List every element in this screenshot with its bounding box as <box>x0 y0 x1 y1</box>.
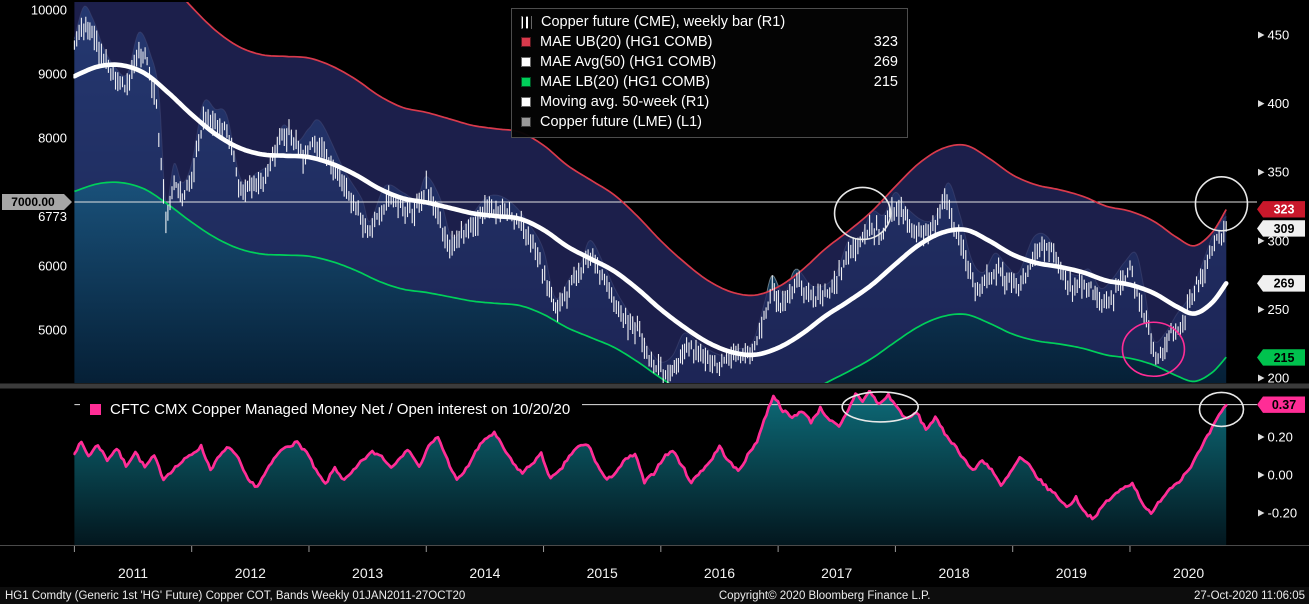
x-axis-year-label: 2016 <box>704 565 735 581</box>
lower-panel-legend: CFTC CMX Copper Managed Money Net / Open… <box>80 395 583 424</box>
mae-upper-line <box>185 2 1227 297</box>
annotation-ellipse <box>833 186 892 241</box>
annotation-ellipse <box>841 391 919 423</box>
axis-tick-label: 323 <box>1274 203 1295 217</box>
legend-value: 269 <box>873 54 898 70</box>
axis-tick-label: 6773 <box>38 209 67 224</box>
main-plot[interactable] <box>73 0 1257 414</box>
series-swatch-white <box>521 97 531 107</box>
footer-copyright: Copyright© 2020 Bloomberg Finance L.P. <box>718 589 931 602</box>
x-axis-year-label: 2020 <box>1173 565 1204 581</box>
axis-tick-label: 0.37 <box>1272 398 1296 412</box>
axis-tick-label: 200 <box>1268 371 1290 386</box>
axis-tick-label: 0.20 <box>1268 429 1293 444</box>
axis-tick-label: 450 <box>1268 28 1290 43</box>
last-value-badge <box>1257 275 1305 292</box>
legend-item-mae-ub[interactable]: MAE UB(20) (HG1 COMB) 323 <box>521 32 898 52</box>
legend-value: 323 <box>873 34 898 50</box>
axis-tick-label: 250 <box>1268 302 1290 317</box>
tick-arrow-icon <box>1258 471 1265 479</box>
x-axis-year-label: 2019 <box>1056 565 1087 581</box>
x-axis-year-label: 2015 <box>587 565 618 581</box>
axis-tick-label: 300 <box>1268 233 1290 248</box>
last-value-badge <box>1257 220 1305 237</box>
axis-tick-label: 7000.00 <box>11 195 55 209</box>
cftc-series-swatch <box>90 404 101 415</box>
annotation-ellipse <box>1194 175 1249 232</box>
mae-band-fill <box>74 2 1227 383</box>
legend-label: MAE LB(20) (HG1 COMB) <box>540 74 710 90</box>
legend-item-copper-cme[interactable]: Copper future (CME), weekly bar (R1) <box>521 12 898 32</box>
series-swatch-white <box>521 57 531 67</box>
axis-tick-label: 400 <box>1268 96 1290 111</box>
x-axis-year-label: 2017 <box>821 565 852 581</box>
weekly-bar-icon <box>521 15 532 29</box>
series-swatch-red <box>521 37 531 47</box>
footer-security-info: HG1 Comdty (Generic 1st 'HG' Future) Cop… <box>5 589 466 602</box>
legend-item-copper-lme[interactable]: Copper future (LME) (L1) <box>521 112 898 132</box>
legend-value: 215 <box>873 74 898 90</box>
legend-item-ma50[interactable]: Moving avg. 50-week (R1) <box>521 92 898 112</box>
tick-arrow-icon <box>1258 305 1265 313</box>
legend-label: Moving avg. 50-week (R1) <box>540 94 710 110</box>
x-axis-year-label: 2018 <box>938 565 969 581</box>
axis-tick-label: 215 <box>1274 351 1295 365</box>
legend-item-mae-lb[interactable]: MAE LB(20) (HG1 COMB) 215 <box>521 72 898 92</box>
axis-tick-label: -0.20 <box>1268 506 1298 521</box>
x-axis-year-label: 2014 <box>469 565 500 581</box>
tick-arrow-icon <box>1258 31 1265 39</box>
series-swatch-green <box>521 77 531 87</box>
axis-tick-label: 309 <box>1274 222 1295 236</box>
last-value-badge <box>1257 201 1305 218</box>
legend-label: MAE UB(20) (HG1 COMB) <box>540 34 713 50</box>
axis-tick-label: 8000 <box>38 131 67 146</box>
tick-arrow-icon <box>1258 100 1265 108</box>
status-bar: HG1 Comdty (Generic 1st 'HG' Future) Cop… <box>0 587 1309 604</box>
tick-arrow-icon <box>1258 168 1265 176</box>
axis-tick-label: 9000 <box>38 67 67 82</box>
axis-tick-label: 10000 <box>31 3 67 18</box>
annotation-ellipse <box>1198 391 1245 428</box>
axis-tick-label: 350 <box>1268 165 1290 180</box>
legend-label: MAE Avg(50) (HG1 COMB) <box>540 54 717 70</box>
x-axis-year-label: 2012 <box>235 565 266 581</box>
x-axis-year-label: 2011 <box>118 565 148 581</box>
axis-tick-label: 0.00 <box>1268 468 1293 483</box>
tick-arrow-icon <box>1258 374 1265 382</box>
tick-arrow-icon <box>1258 433 1265 441</box>
ma50-line <box>73 62 1229 358</box>
footer-timestamp: 27-Oct-2020 11:06:05 <box>1193 589 1305 602</box>
left-axis-level-badge <box>2 194 72 211</box>
tick-arrow-icon <box>1258 509 1265 517</box>
chart-legend: Copper future (CME), weekly bar (R1) MAE… <box>511 8 908 138</box>
axis-tick-label: 6000 <box>38 259 67 274</box>
axis-tick-label: 5000 <box>38 323 67 338</box>
cftc-area <box>74 390 1227 545</box>
legend-label: Copper future (LME) (L1) <box>540 114 702 130</box>
series-swatch-gray <box>521 117 531 127</box>
annotation-ellipse <box>1121 321 1186 378</box>
legend-item-mae-avg[interactable]: MAE Avg(50) (HG1 COMB) 269 <box>521 52 898 72</box>
axis-tick-label: 269 <box>1274 277 1295 291</box>
x-axis-year-label: 2013 <box>352 565 383 581</box>
tick-arrow-icon <box>1258 237 1265 245</box>
cftc-line <box>73 390 1228 521</box>
panel-divider <box>0 383 1309 389</box>
legend-label: Copper future (CME), weekly bar (R1) <box>541 14 786 30</box>
mae-lower-line <box>74 181 1227 383</box>
lower-panel-title: CFTC CMX Copper Managed Money Net / Open… <box>110 401 571 418</box>
last-value-badge <box>1257 396 1305 413</box>
last-value-badge <box>1257 349 1305 366</box>
